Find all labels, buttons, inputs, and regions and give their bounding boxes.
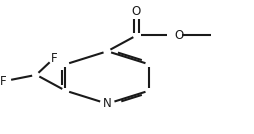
Text: O: O — [174, 29, 183, 42]
Text: N: N — [103, 97, 112, 110]
Text: F: F — [51, 52, 57, 65]
Text: F: F — [0, 75, 7, 88]
Text: O: O — [132, 5, 141, 18]
